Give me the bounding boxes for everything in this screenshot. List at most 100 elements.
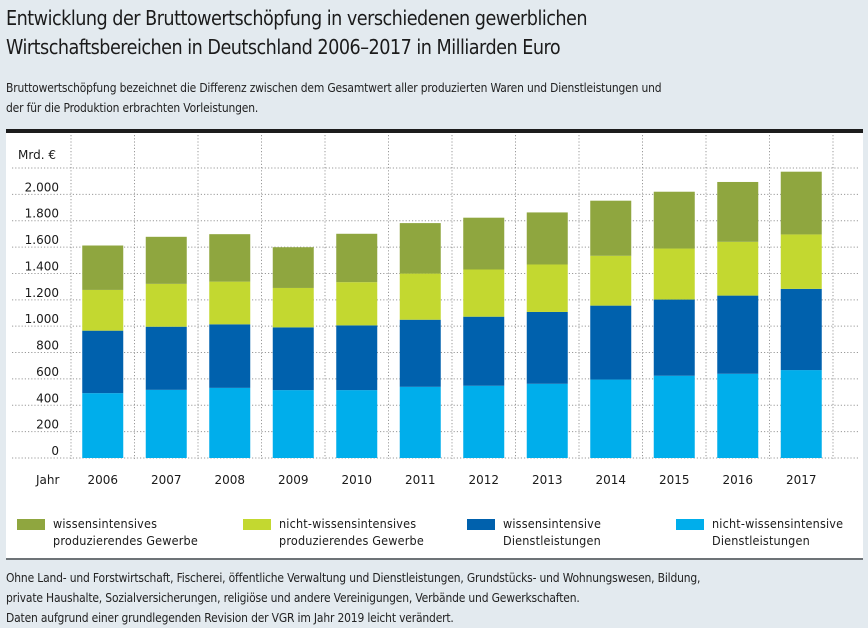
bar-segment (780, 171, 822, 235)
bar-segment (717, 295, 759, 374)
legend-label: nicht-wissensintensives produzierendes Ge… (279, 515, 424, 549)
bar-segment (336, 282, 378, 326)
bar-segment (526, 383, 568, 458)
x-tick-label: 2010 (341, 473, 372, 487)
bar-segment (780, 288, 822, 371)
bar-segment (145, 326, 187, 390)
bar-segment (653, 248, 695, 300)
y-tick-label: 1.000 (25, 312, 59, 326)
legend-label-line: nicht-wissensintensive (712, 516, 844, 531)
chart-title: Entwicklung der Bruttowertschöpfung in v… (6, 4, 746, 62)
bar-segment (463, 385, 505, 458)
bar-stack-2012 (463, 217, 505, 458)
y-tick-label: 400 (36, 391, 59, 405)
bar-stack-2009 (272, 247, 314, 458)
bar-segment (590, 305, 632, 380)
x-tick-labels: 2006 2007 2008 2009 2010 2011 2012 2013 2014 2015… (87, 473, 816, 487)
bar-segment (463, 316, 505, 386)
legend-label-line: nicht-wissensintensives (279, 516, 417, 531)
legend-label-line: wissensintensives (53, 516, 158, 531)
y-tick-label: 600 (36, 365, 59, 379)
legend-label-line: wissensintensive (503, 516, 602, 531)
bar-stack-2011 (399, 223, 441, 458)
x-tick-label: 2007 (151, 473, 182, 487)
bar-segment (82, 393, 124, 458)
bar-segment (82, 330, 124, 394)
y-tick-label: 800 (36, 339, 59, 353)
bar-segment (336, 233, 378, 283)
bar-stack-2010 (336, 233, 378, 458)
bar-segment (526, 311, 568, 384)
bar-segment (209, 281, 251, 325)
x-tick-label: 2016 (722, 473, 753, 487)
bar-segment (272, 287, 314, 328)
bar-stack-2015 (653, 191, 695, 458)
bar-segment (780, 370, 822, 458)
x-tick-label: 2013 (532, 473, 563, 487)
bar-segment (653, 299, 695, 376)
chart-legend: wissensintensives produzierendes Gewerbe n… (6, 515, 863, 555)
x-tick-label: 2014 (595, 473, 626, 487)
legend-label: wissensintensives produzierendes Gewerbe (53, 515, 198, 549)
footnote-line-1: Ohne Land- und Forstwirtschaft, Fischere… (6, 570, 701, 585)
bar-segment (717, 181, 759, 242)
y-tick-label: 2.000 (25, 180, 59, 194)
bar-segment (399, 273, 441, 320)
bar-segment (272, 327, 314, 391)
y-tick-label: 0 (51, 444, 59, 458)
x-tick-label: 2008 (214, 473, 245, 487)
bar-segment (590, 200, 632, 256)
legend-label-line: produzierendes Gewerbe (53, 533, 198, 548)
chart-title-line-2: Wirtschaftsbereichen in Deutschland 2006… (6, 35, 561, 59)
bar-segment (209, 324, 251, 388)
x-tick-label: 2015 (659, 473, 690, 487)
bar-segment (717, 373, 759, 458)
y-axis-label: Mrd. € (18, 148, 56, 162)
y-tick-label: 1.200 (25, 286, 59, 300)
y-tick-label: 200 (36, 418, 59, 432)
bar-segment (336, 325, 378, 391)
bar-segment (82, 245, 124, 290)
x-tick-label: 2006 (87, 473, 118, 487)
chart-title-line-1: Entwicklung der Bruttowertschöpfung in v… (6, 6, 588, 30)
x-axis-label: Jahr (35, 473, 59, 487)
bar-segment (399, 386, 441, 458)
bar-segment (209, 387, 251, 458)
bar-segment (336, 390, 378, 458)
y-tick-label: 1.400 (25, 259, 59, 273)
legend-label-line: Dienstleistungen (503, 533, 601, 548)
legend-label-line: produzierendes Gewerbe (279, 533, 424, 548)
legend-swatch (676, 519, 704, 530)
bar-segment (653, 375, 695, 458)
legend-swatch (17, 519, 45, 530)
bar-stack-2007 (145, 236, 187, 458)
y-tick-label: 1.600 (25, 233, 59, 247)
x-tick-label: 2011 (405, 473, 436, 487)
legend-label: wissensintensive Dienstleistungen (503, 515, 601, 549)
bar-segment (399, 223, 441, 274)
bar-segment (590, 255, 632, 306)
legend-swatch (467, 519, 495, 530)
bar-stack-2006 (82, 245, 124, 458)
bar-segment (717, 241, 759, 296)
bar-segment (463, 269, 505, 317)
legend-swatch (243, 519, 271, 530)
x-tick-label: 2017 (786, 473, 817, 487)
bar-segment (145, 236, 187, 284)
bar-stack-2016 (717, 181, 759, 458)
bar-segment (463, 217, 505, 270)
bar-segment (526, 212, 568, 265)
bar-segment (590, 379, 632, 458)
stacked-bar-chart: Mrd. € 0 200 400 600 800 1.000 1.200 1.400 1.600… (12, 135, 859, 487)
bar-stack-2014 (590, 200, 632, 458)
bar-segment (526, 264, 568, 312)
chart-subtitle-line-2: der für die Produktion erbrachten Vorlei… (6, 100, 259, 115)
chart-panel: Mrd. € 0 200 400 600 800 1.000 1.200 1.400 1.600… (6, 129, 863, 560)
bar-segment (399, 319, 441, 387)
bar-segment (272, 247, 314, 288)
bar-segment (780, 234, 822, 289)
y-tick-labels: 0 200 400 600 800 1.000 1.200 1.400 1.600 1.800 2.… (25, 180, 59, 458)
bar-segment (209, 234, 251, 282)
bar-segment (145, 389, 187, 458)
y-tick-label: 1.800 (25, 207, 59, 221)
